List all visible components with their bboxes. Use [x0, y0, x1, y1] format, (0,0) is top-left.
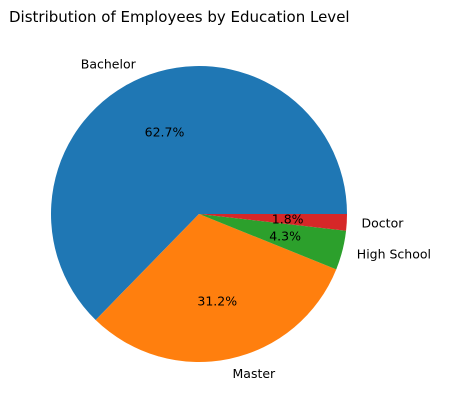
pct-label-bachelor: 62.7%	[145, 125, 185, 140]
category-label-high-school: High School	[357, 246, 431, 261]
chart-title: Distribution of Employees by Education L…	[9, 8, 350, 26]
pie-slice-bachelor	[51, 66, 348, 320]
pie-slice-doctor	[199, 214, 347, 231]
pct-label-master: 31.2%	[197, 293, 237, 308]
pie-slices	[51, 66, 348, 362]
pct-label-doctor: 1.8%	[272, 212, 304, 227]
pct-label-high-school: 4.3%	[269, 228, 301, 243]
pie-slice-master	[95, 214, 337, 362]
pie-category-labels: Bachelor Master High School Doctor	[81, 56, 431, 380]
pie-percent-labels: 62.7% 31.2% 4.3%1.8%	[145, 125, 304, 309]
category-label-master: Master	[233, 366, 277, 381]
pie-slice-high-school	[199, 214, 347, 270]
category-label-doctor: Doctor	[362, 216, 405, 231]
category-label-bachelor: Bachelor	[81, 56, 137, 71]
